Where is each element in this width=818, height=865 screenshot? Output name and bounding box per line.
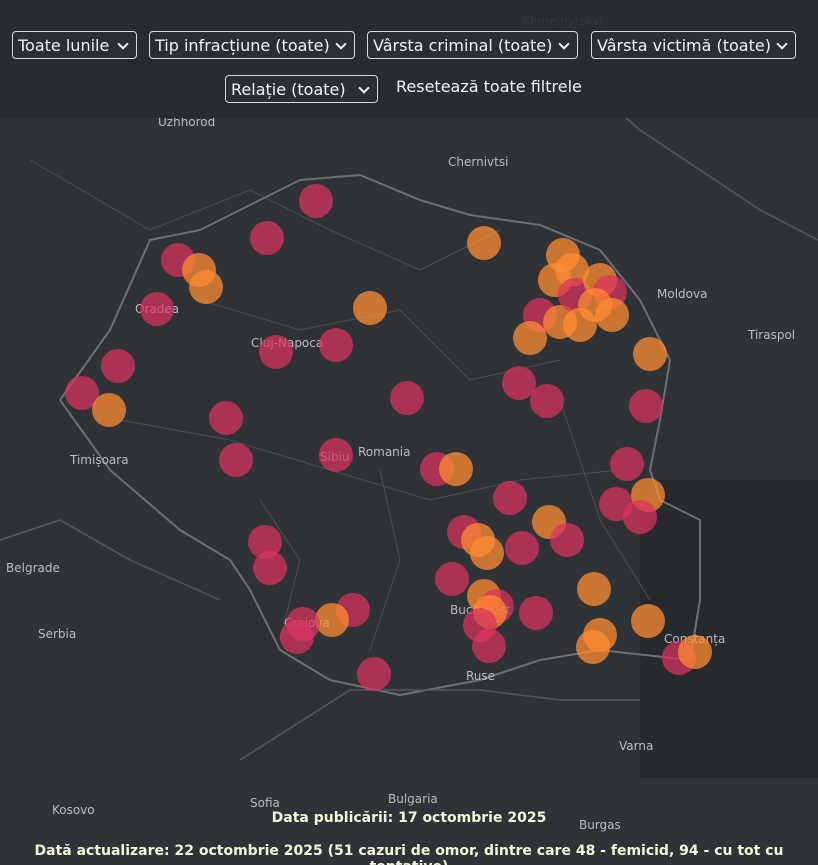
case-marker[interactable] xyxy=(502,366,536,400)
case-marker[interactable] xyxy=(439,452,473,486)
case-marker[interactable] xyxy=(610,447,644,481)
place-label: Kosovo xyxy=(52,803,95,817)
case-marker[interactable] xyxy=(435,562,469,596)
case-marker[interactable] xyxy=(357,657,391,691)
place-label: Varna xyxy=(619,739,653,753)
case-marker[interactable] xyxy=(513,321,547,355)
place-label: Bulgaria xyxy=(388,792,438,806)
place-label: Chernivtsi xyxy=(448,155,508,169)
case-marker[interactable] xyxy=(390,381,424,415)
place-label: Uzhhorod xyxy=(158,115,215,129)
place-label: Ruse xyxy=(466,669,495,683)
case-marker[interactable] xyxy=(629,389,663,423)
filter-select[interactable]: Vârsta criminal (toate) xyxy=(367,31,578,59)
case-marker[interactable] xyxy=(299,184,333,218)
place-label: Burgas xyxy=(579,818,621,832)
reset-filters[interactable]: Resetează toate filtrele xyxy=(396,77,582,96)
case-marker[interactable] xyxy=(678,635,712,669)
filter-bar: Toate lunile Tip infracțiune (toate) Vârst… xyxy=(0,0,818,118)
case-marker[interactable] xyxy=(248,525,282,559)
case-marker[interactable] xyxy=(353,291,387,325)
case-marker[interactable] xyxy=(65,376,99,410)
case-marker[interactable] xyxy=(530,384,564,418)
case-marker[interactable] xyxy=(550,523,584,557)
filter-select[interactable]: Relație (toate) xyxy=(225,75,378,103)
place-label: Romania xyxy=(358,445,410,459)
place-label: Tiraspol xyxy=(747,328,795,342)
place-label: Belgrade xyxy=(6,561,60,575)
sea xyxy=(640,480,818,778)
updated-date: Dată actualizare: 22 octombrie 2025 (51 … xyxy=(34,843,784,865)
case-marker[interactable] xyxy=(519,596,553,630)
place-label: Moldova xyxy=(657,287,707,301)
filter-select[interactable]: Tip infracțiune (toate) xyxy=(149,31,355,59)
case-marker[interactable] xyxy=(189,270,223,304)
case-marker[interactable] xyxy=(623,500,657,534)
case-marker[interactable] xyxy=(319,328,353,362)
case-marker[interactable] xyxy=(493,481,527,515)
case-marker[interactable] xyxy=(472,629,506,663)
case-marker[interactable] xyxy=(140,292,174,326)
case-marker[interactable] xyxy=(631,604,665,638)
case-marker[interactable] xyxy=(505,531,539,565)
case-marker[interactable] xyxy=(250,221,284,255)
case-marker[interactable] xyxy=(595,298,629,332)
case-marker[interactable] xyxy=(577,572,611,606)
case-marker[interactable] xyxy=(259,335,293,369)
filter-select[interactable]: Toate lunile xyxy=(12,31,137,59)
case-marker[interactable] xyxy=(253,551,287,585)
case-marker[interactable] xyxy=(470,536,504,570)
place-label: Timișoara xyxy=(69,453,129,467)
regions xyxy=(29,159,651,651)
case-marker[interactable] xyxy=(576,630,610,664)
case-marker[interactable] xyxy=(563,308,597,342)
case-marker[interactable] xyxy=(219,443,253,477)
case-marker[interactable] xyxy=(467,226,501,260)
published-date: Data publicării: 17 octombrie 2025 xyxy=(271,810,547,826)
case-marker[interactable] xyxy=(319,438,353,472)
place-label: Serbia xyxy=(38,627,76,641)
case-marker[interactable] xyxy=(101,349,135,383)
place-label: Sofia xyxy=(250,796,280,810)
romania-border xyxy=(58,173,701,697)
filter-select[interactable]: Vârsta victimă (toate) xyxy=(591,31,796,59)
case-marker[interactable] xyxy=(315,603,349,637)
case-marker[interactable] xyxy=(209,401,243,435)
case-marker[interactable] xyxy=(633,337,667,371)
case-marker[interactable] xyxy=(92,393,126,427)
case-marker[interactable] xyxy=(280,620,314,654)
